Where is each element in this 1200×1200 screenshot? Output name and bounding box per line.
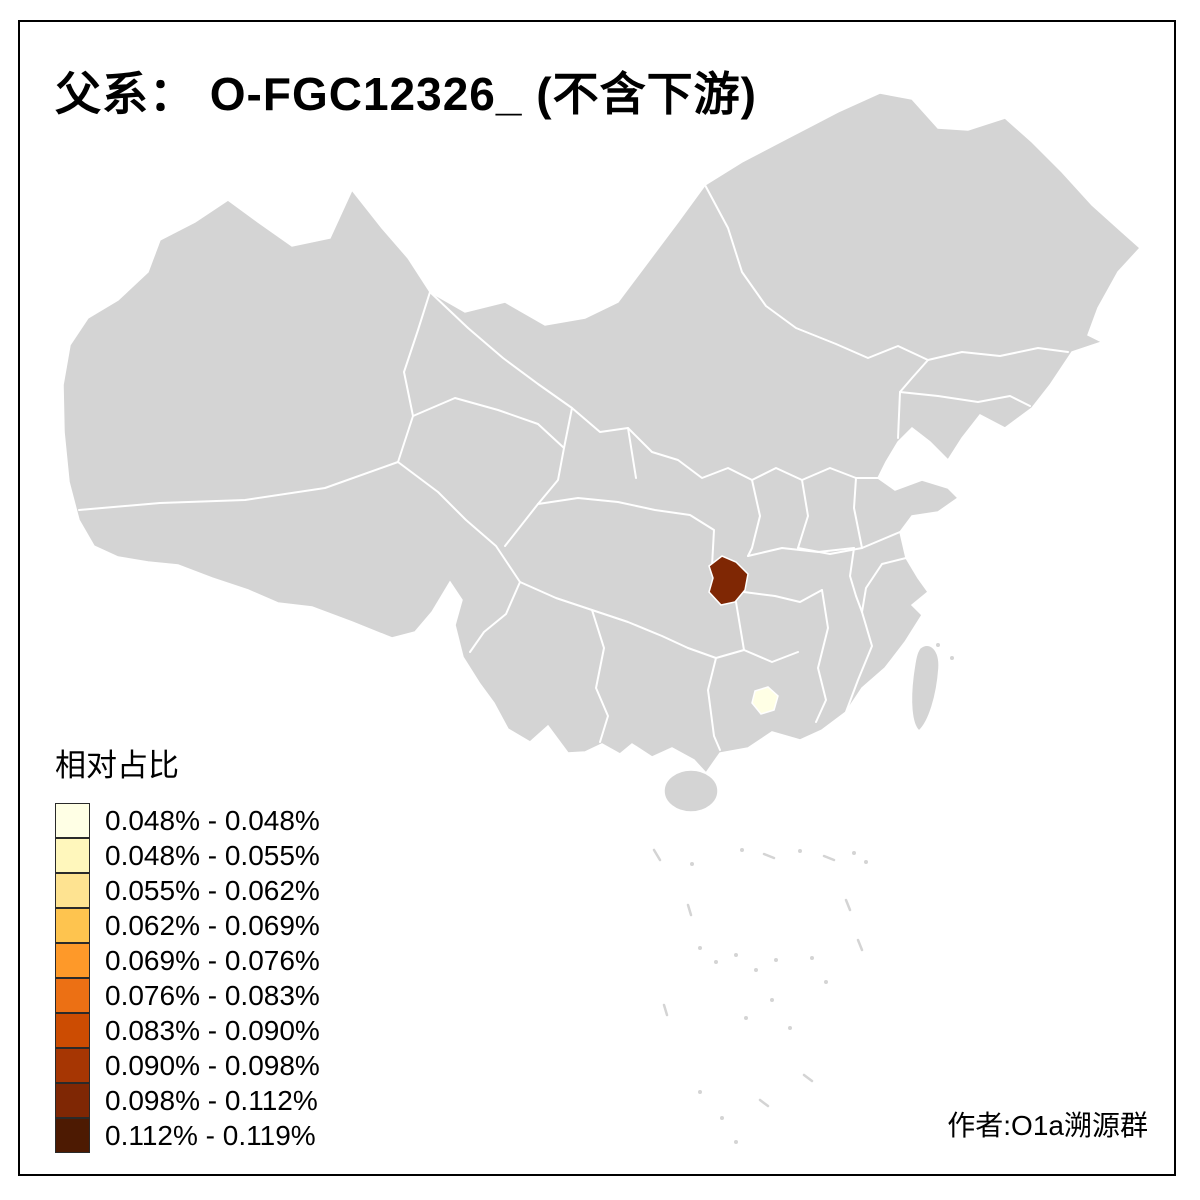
legend-swatch — [55, 1012, 90, 1048]
legend-swatch — [55, 1047, 90, 1083]
legend-label: 0.098% - 0.112% — [105, 1084, 318, 1116]
legend-item: 0.076% - 0.083% — [55, 977, 320, 1013]
legend-swatch — [55, 872, 90, 908]
legend-label: 0.076% - 0.083% — [105, 979, 320, 1011]
taiwan-island — [910, 644, 940, 733]
legend-item: 0.112% - 0.119% — [55, 1117, 320, 1153]
mainland-shape — [62, 92, 1142, 775]
legend-label: 0.112% - 0.119% — [105, 1119, 316, 1151]
legend-label: 0.048% - 0.048% — [105, 804, 320, 836]
legend-swatch — [55, 1117, 90, 1153]
legend: 相对占比 0.048% - 0.048% 0.048% - 0.055% 0.0… — [55, 740, 320, 1153]
south-china-sea-islands — [652, 643, 954, 1144]
hainan-island — [663, 769, 719, 813]
legend-item: 0.055% - 0.062% — [55, 872, 320, 908]
legend-label: 0.055% - 0.062% — [105, 874, 320, 906]
legend-item: 0.069% - 0.076% — [55, 942, 320, 978]
legend-label: 0.062% - 0.069% — [105, 909, 320, 941]
legend-label: 0.083% - 0.090% — [105, 1014, 320, 1046]
legend-swatch — [55, 1082, 90, 1118]
legend-label: 0.048% - 0.055% — [105, 839, 320, 871]
legend-item: 0.048% - 0.055% — [55, 837, 320, 873]
legend-swatch — [55, 942, 90, 978]
legend-item: 0.048% - 0.048% — [55, 802, 320, 838]
legend-label: 0.069% - 0.076% — [105, 944, 320, 976]
legend-swatch — [55, 977, 90, 1013]
map-title: 父系： O-FGC12326_ (不含下游) — [55, 68, 757, 120]
legend-item: 0.083% - 0.090% — [55, 1012, 320, 1048]
legend-item: 0.062% - 0.069% — [55, 907, 320, 943]
legend-label: 0.090% - 0.098% — [105, 1049, 320, 1081]
legend-title: 相对占比 — [55, 748, 179, 783]
legend-swatch — [55, 802, 90, 838]
author-credit: 作者:O1a溯源群 — [947, 1110, 1148, 1141]
highlight-region-pale — [751, 686, 779, 715]
legend-item: 0.090% - 0.098% — [55, 1047, 320, 1083]
province-borders — [78, 184, 1069, 751]
legend-swatch — [55, 837, 90, 873]
legend-swatch — [55, 907, 90, 943]
legend-item: 0.098% - 0.112% — [55, 1082, 320, 1118]
highlight-region-dark — [708, 555, 749, 606]
